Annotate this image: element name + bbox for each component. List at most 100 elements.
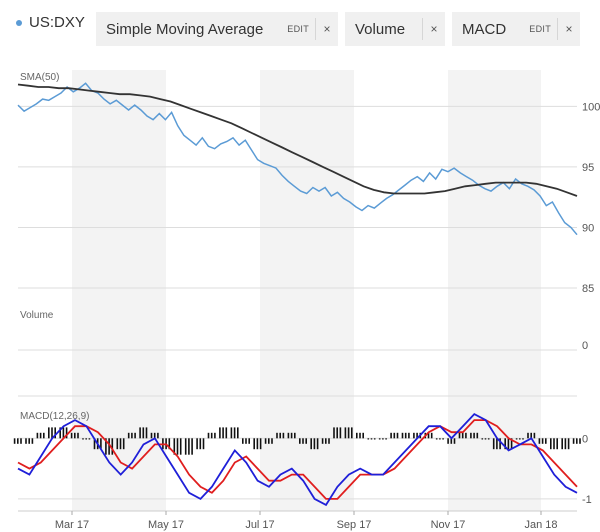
macd-pane-title: MACD(12,26,9): [20, 411, 89, 422]
macd-histogram-bar: [413, 432, 415, 439]
macd-histogram-bar: [496, 438, 498, 450]
macd-histogram-bar: [219, 427, 221, 439]
macd-histogram-bar: [105, 438, 107, 455]
macd-histogram-bar: [299, 438, 301, 444]
macd-histogram-bar: [248, 438, 250, 444]
macd-histogram-bar: [484, 438, 487, 440]
macd-histogram-bar: [82, 438, 84, 440]
macd-histogram-bar: [310, 438, 312, 450]
chip-macd-close-icon[interactable]: ×: [565, 22, 573, 36]
macd-histogram-bar: [390, 432, 392, 439]
chip-sma-edit-button[interactable]: EDIT: [287, 24, 309, 34]
macd-histogram-bar: [48, 427, 50, 439]
macd-histogram-bar: [533, 432, 536, 439]
price-y-tick-label: 100: [582, 101, 600, 113]
macd-histogram-bar: [268, 438, 270, 444]
macd-histogram-bar: [313, 438, 316, 450]
macd-histogram-bar: [294, 432, 296, 439]
macd-histogram-bar: [553, 438, 555, 450]
macd-histogram-bar: [351, 427, 353, 439]
macd-histogram-bar: [305, 438, 307, 444]
macd-histogram-bar: [179, 438, 182, 455]
macd-histogram-bar: [43, 432, 45, 439]
chip-volume-close-icon[interactable]: ×: [430, 22, 438, 36]
x-tick-label: Nov 17: [431, 519, 466, 531]
volume-y-axis: 0: [582, 340, 588, 352]
macd-histogram-bar: [287, 432, 290, 439]
chip-macd-edit-button[interactable]: EDIT: [529, 24, 551, 34]
macd-histogram-bar: [579, 438, 581, 444]
macd-histogram-bar: [507, 438, 510, 450]
macd-histogram-bar: [85, 438, 87, 440]
macd-histogram-bar: [65, 427, 68, 439]
macd-histogram-bar: [153, 432, 156, 439]
macd-histogram-bar: [576, 438, 578, 444]
macd-histogram-bar: [20, 438, 22, 444]
chip-volume[interactable]: Volume ×: [345, 12, 445, 46]
macd-histogram-bar: [210, 432, 213, 439]
chip-volume-label: Volume: [355, 20, 406, 38]
macd-histogram-bar: [356, 432, 358, 439]
macd-histogram-bar: [522, 438, 524, 440]
price-y-axis: 85 90 95 100: [582, 101, 600, 295]
macd-histogram-bar: [62, 427, 65, 439]
macd-histogram-bar: [237, 427, 239, 439]
x-axis-labels: Mar 17 May 17 Jul 17 Sep 17 Nov 17 Jan 18: [55, 511, 558, 531]
macd-histogram-bar: [131, 432, 133, 439]
macd-y-tick-label: 0: [582, 433, 588, 445]
macd-histogram-bar: [396, 432, 399, 439]
chip-sma-close-icon[interactable]: ×: [323, 22, 331, 36]
macd-histogram-bar: [191, 438, 193, 455]
macd-histogram-bar: [538, 438, 541, 444]
macd-y-tick-label: -1: [582, 494, 592, 506]
macd-histogram-bar: [492, 438, 495, 450]
macd-histogram-bar: [336, 427, 338, 439]
macd-histogram-bar: [242, 438, 244, 444]
macd-histogram-bar: [17, 438, 19, 444]
chip-macd[interactable]: MACD EDIT ×: [452, 12, 580, 46]
x-tick-label: Jan 18: [524, 519, 557, 531]
macd-histogram-bar: [199, 438, 202, 450]
macd-histogram-bar: [77, 432, 79, 439]
chart-canvas[interactable]: SMA(50) 85 90 95 100 Volume 0 MACD(12,26,9)…: [0, 56, 600, 532]
macd-series-line: [17, 412, 578, 507]
chip-divider: [557, 18, 558, 40]
macd-histogram-bar: [142, 427, 145, 439]
macd-histogram-bar: [385, 438, 387, 440]
macd-histogram-bar: [116, 438, 119, 450]
price-y-tick-label: 85: [582, 283, 594, 295]
macd-histogram-bar: [561, 438, 563, 450]
macd-histogram-bar: [59, 427, 61, 439]
x-tick-label: Sep 17: [337, 519, 372, 531]
macd-histogram-bar: [302, 438, 304, 444]
series-dot-icon: [16, 19, 22, 26]
macd-histogram-bar: [470, 432, 472, 439]
macd-histogram-bar: [222, 427, 224, 439]
macd-histogram-bar: [279, 432, 281, 439]
macd-histogram-bar: [487, 438, 490, 440]
macd-histogram-bar: [442, 438, 444, 440]
macd-histogram-bar: [28, 438, 30, 444]
macd-histogram-bar: [214, 432, 216, 439]
macd-histogram-bar: [416, 432, 418, 439]
chip-macd-label: MACD: [462, 20, 507, 38]
macd-histogram-bar: [93, 438, 96, 450]
macd-histogram-bar: [564, 438, 567, 450]
macd-histogram-bar: [515, 438, 518, 440]
macd-histogram-bar: [282, 432, 285, 439]
price-series-line: [17, 82, 578, 236]
macd-histogram-bar: [481, 438, 484, 440]
chip-sma[interactable]: Simple Moving Average EDIT ×: [96, 12, 338, 46]
macd-histogram-bar: [465, 432, 467, 439]
macd-histogram-bar: [519, 438, 521, 440]
macd-histogram-bar: [290, 432, 293, 439]
macd-histogram-bar: [150, 432, 153, 439]
macd-histogram-bar: [401, 432, 404, 439]
macd-histogram-bar: [393, 432, 396, 439]
macd-histogram-bar: [316, 438, 319, 450]
macd-histogram-bar: [188, 438, 190, 455]
macd-histogram-bar: [31, 438, 34, 444]
volume-y-tick-label: 0: [582, 340, 588, 352]
price-y-tick-label: 95: [582, 162, 594, 174]
macd-histogram-bar: [111, 438, 114, 455]
